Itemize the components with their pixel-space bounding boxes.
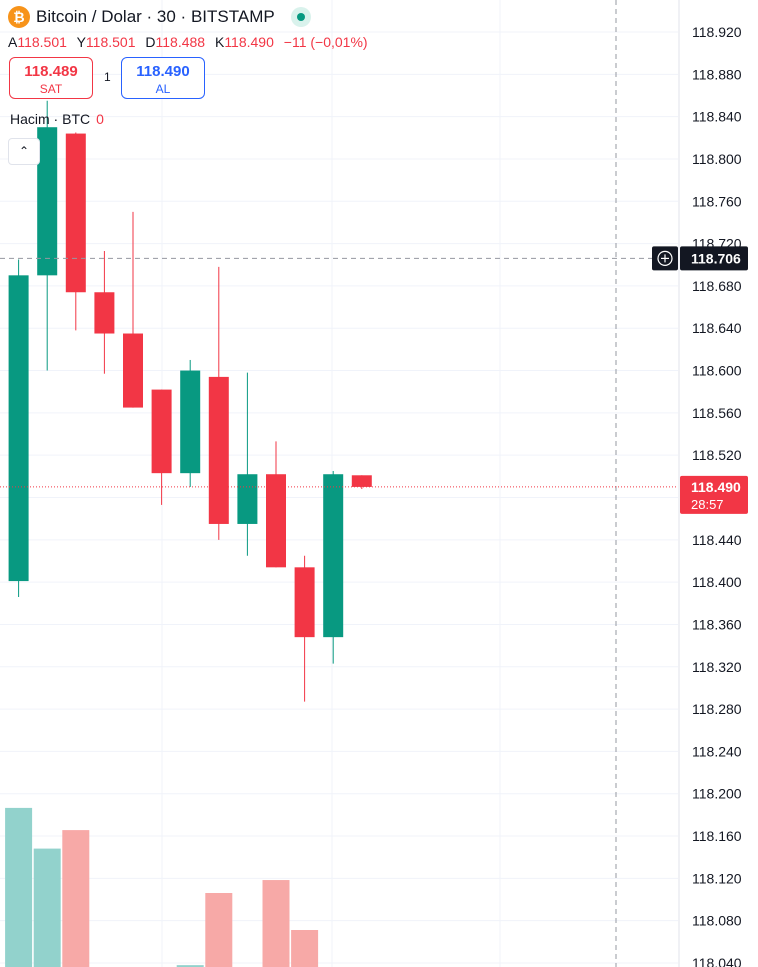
bar-countdown-text: 28:57 [691, 497, 724, 512]
candlesticks [8, 100, 372, 702]
order-quantity[interactable]: 1 [104, 70, 111, 84]
volume-bar [262, 880, 290, 967]
volume-bar [291, 930, 319, 967]
candle-body [8, 275, 29, 582]
y-tick-label: 118.320 [692, 659, 742, 675]
market-open-icon [290, 7, 311, 27]
buy-button[interactable]: 118.490 AL [121, 57, 205, 99]
low-label: D [145, 34, 156, 50]
ohlc-legend: A118.501 Y118.501 D118.488 K118.490 −11 … [8, 34, 374, 50]
low-value: 118.488 [155, 34, 206, 50]
y-tick-label: 118.840 [692, 109, 742, 125]
volume-label: Hacim · BTC [10, 111, 91, 127]
y-tick-label: 118.640 [692, 320, 742, 336]
volume-bars [5, 807, 319, 967]
y-tick-label: 118.760 [692, 193, 742, 209]
candle-body [180, 370, 201, 474]
candle-body [123, 333, 143, 408]
bitcoin-icon: ₿ [8, 6, 30, 28]
y-tick-label: 118.120 [692, 870, 742, 886]
price-axis[interactable]: 118.920 118.880 118.840 118.800 118.760 118.7… [678, 0, 742, 967]
y-tick-label: 118.600 [692, 363, 742, 379]
candle-body [65, 133, 86, 293]
buy-label: AL [155, 82, 171, 96]
open-label: A [8, 34, 18, 50]
y-tick-label: 118.400 [692, 574, 742, 590]
y-tick-label: 118.920 [692, 24, 742, 40]
y-tick-label: 118.800 [692, 151, 742, 167]
sell-button[interactable]: 118.489 SAT [9, 57, 93, 99]
candle-body [208, 376, 229, 524]
sell-price: 118.489 [24, 63, 78, 80]
sell-label: SAT [39, 82, 63, 96]
candle-body [294, 567, 315, 638]
candle-body [237, 474, 258, 524]
crosshair-price-label: 118.706 [652, 246, 748, 271]
close-value: 118.490 [224, 34, 274, 50]
candle-body [37, 127, 58, 276]
volume-bar [5, 807, 33, 967]
buy-price: 118.490 [136, 63, 190, 80]
volume-bar [33, 848, 61, 967]
plus-circle-icon [657, 250, 673, 267]
current-price-text: 118.490 [691, 479, 741, 495]
close-label: K [214, 34, 225, 50]
chart-header: ₿ Bitcoin / Dolar · 30 · BITSTAMP [8, 6, 311, 28]
change-value: −11 (−0,01%) [283, 34, 368, 50]
candle-body [151, 389, 172, 474]
y-tick-label: 118.280 [692, 701, 742, 717]
symbol-title[interactable]: Bitcoin / Dolar · 30 · BITSTAMP [36, 7, 275, 26]
current-price-label: 118.490 28:57 [680, 475, 748, 514]
collapse-legend-button[interactable]: ⌃ [8, 138, 40, 165]
candle-body [266, 474, 286, 568]
y-tick-label: 118.440 [692, 532, 742, 548]
volume-bar [176, 965, 204, 967]
crosshair-price-text: 118.706 [691, 250, 741, 266]
candle-body [351, 475, 372, 487]
y-tick-label: 118.680 [692, 278, 742, 294]
volume-value: 0 [96, 111, 104, 127]
volume-bar [62, 830, 90, 967]
crosshair-price-box [680, 246, 748, 271]
y-tick-label: 118.080 [692, 913, 742, 929]
y-tick-label: 118.880 [692, 66, 742, 82]
y-tick-label: 118.240 [692, 743, 742, 759]
current-price-box [680, 475, 748, 514]
volume-legend[interactable]: Hacim · BTC 0 [10, 111, 104, 127]
y-tick-label: 118.160 [692, 828, 742, 844]
candle-body [94, 292, 115, 334]
candle-body [323, 474, 344, 638]
y-tick-label: 118.560 [692, 405, 742, 421]
high-label: Y [76, 34, 86, 50]
open-value: 118.501 [17, 34, 67, 50]
y-tick-label: 118.040 [692, 955, 742, 967]
high-value: 118.501 [85, 34, 136, 50]
volume-bar [205, 893, 233, 967]
y-tick-label: 118.200 [692, 786, 742, 802]
y-tick-label: 118.520 [692, 447, 742, 463]
y-tick-label: 118.360 [692, 616, 742, 632]
